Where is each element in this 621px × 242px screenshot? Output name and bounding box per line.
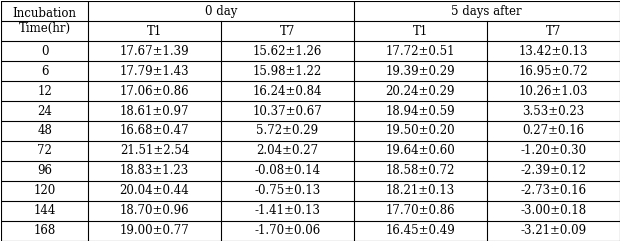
Text: T1: T1: [412, 25, 428, 38]
Text: 20.24±0.29: 20.24±0.29: [386, 85, 455, 98]
Text: 144: 144: [34, 204, 56, 217]
Text: 0: 0: [41, 45, 48, 58]
Text: 16.24±0.84: 16.24±0.84: [253, 85, 322, 98]
Text: 120: 120: [34, 184, 56, 197]
Text: 18.70±0.96: 18.70±0.96: [120, 204, 189, 217]
Text: -1.20±0.30: -1.20±0.30: [520, 144, 586, 157]
Text: 17.70±0.86: 17.70±0.86: [386, 204, 455, 217]
Text: 5 days after: 5 days after: [451, 5, 522, 18]
Text: 16.95±0.72: 16.95±0.72: [519, 65, 588, 78]
Text: 16.68±0.47: 16.68±0.47: [120, 124, 189, 137]
Text: 18.58±0.72: 18.58±0.72: [386, 164, 455, 177]
Text: 19.50±0.20: 19.50±0.20: [386, 124, 455, 137]
Text: T7: T7: [279, 25, 295, 38]
Text: 18.21±0.13: 18.21±0.13: [386, 184, 455, 197]
Text: Incubation
Time(hr): Incubation Time(hr): [12, 7, 76, 35]
Text: T7: T7: [545, 25, 561, 38]
Text: -3.00±0.18: -3.00±0.18: [520, 204, 586, 217]
Text: 5.72±0.29: 5.72±0.29: [256, 124, 319, 137]
Text: -1.70±0.06: -1.70±0.06: [254, 224, 320, 237]
Text: T1: T1: [147, 25, 162, 38]
Text: 10.26±1.03: 10.26±1.03: [519, 85, 588, 98]
Text: 12: 12: [37, 85, 52, 98]
Text: 18.94±0.59: 18.94±0.59: [386, 105, 455, 118]
Text: 18.61±0.97: 18.61±0.97: [120, 105, 189, 118]
Text: 0 day: 0 day: [205, 5, 237, 18]
Text: 72: 72: [37, 144, 52, 157]
Text: 19.00±0.77: 19.00±0.77: [119, 224, 189, 237]
Text: 17.72±0.51: 17.72±0.51: [386, 45, 455, 58]
Text: 20.04±0.44: 20.04±0.44: [119, 184, 189, 197]
Text: 19.64±0.60: 19.64±0.60: [386, 144, 455, 157]
Text: 19.39±0.29: 19.39±0.29: [386, 65, 455, 78]
Text: 17.06±0.86: 17.06±0.86: [120, 85, 189, 98]
Text: -2.73±0.16: -2.73±0.16: [520, 184, 586, 197]
Text: 16.45±0.49: 16.45±0.49: [386, 224, 455, 237]
Text: 96: 96: [37, 164, 52, 177]
Text: 0.27±0.16: 0.27±0.16: [522, 124, 584, 137]
Text: -3.21±0.09: -3.21±0.09: [520, 224, 586, 237]
Text: 15.62±1.26: 15.62±1.26: [253, 45, 322, 58]
Text: 17.79±1.43: 17.79±1.43: [120, 65, 189, 78]
Text: 15.98±1.22: 15.98±1.22: [253, 65, 322, 78]
Text: 24: 24: [37, 105, 52, 118]
Text: 6: 6: [41, 65, 48, 78]
Text: -2.39±0.12: -2.39±0.12: [520, 164, 586, 177]
Text: 13.42±0.13: 13.42±0.13: [519, 45, 588, 58]
Text: 168: 168: [34, 224, 56, 237]
Text: 21.51±2.54: 21.51±2.54: [120, 144, 189, 157]
Text: 17.67±1.39: 17.67±1.39: [120, 45, 189, 58]
Text: -0.75±0.13: -0.75±0.13: [254, 184, 320, 197]
Text: -0.08±0.14: -0.08±0.14: [254, 164, 320, 177]
Text: -1.41±0.13: -1.41±0.13: [255, 204, 320, 217]
Text: 18.83±1.23: 18.83±1.23: [120, 164, 189, 177]
Text: 10.37±0.67: 10.37±0.67: [253, 105, 322, 118]
Text: 3.53±0.23: 3.53±0.23: [522, 105, 584, 118]
Text: 48: 48: [37, 124, 52, 137]
Text: 2.04±0.27: 2.04±0.27: [256, 144, 319, 157]
